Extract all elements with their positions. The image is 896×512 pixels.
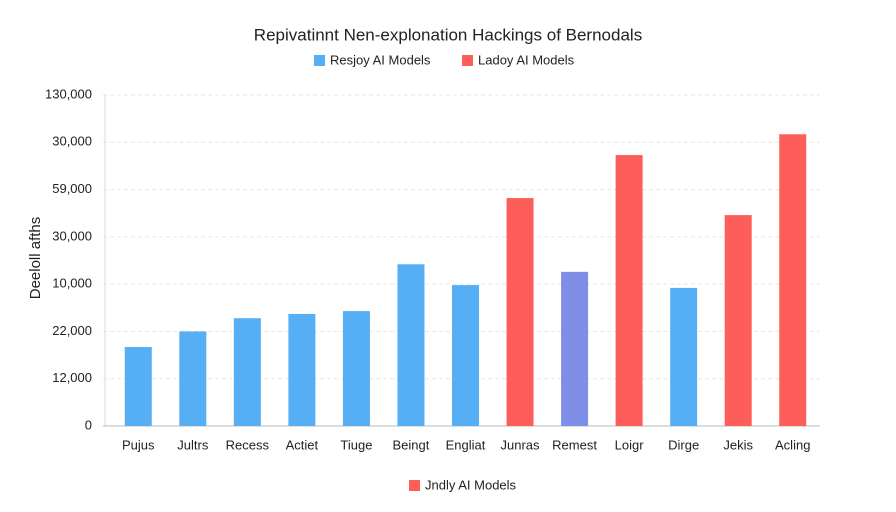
y-tick-label: 130,000 xyxy=(45,86,92,101)
x-tick-label: Jultrs xyxy=(177,437,209,452)
bar xyxy=(506,198,534,426)
x-tick-label: Acling xyxy=(775,437,810,452)
y-tick-label: 22,000 xyxy=(52,323,92,338)
x-tick-label: Beingt xyxy=(393,437,430,452)
y-tick-label: 0 xyxy=(85,417,92,432)
x-tick-label: Loigr xyxy=(615,437,645,452)
y-tick-label: 30,000 xyxy=(52,134,92,149)
legend-swatch xyxy=(314,55,325,66)
legend-swatch xyxy=(409,480,420,491)
y-tick-label: 30,000 xyxy=(52,228,92,243)
legend-label: Resjoy AI Models xyxy=(330,52,431,67)
legend-label: Jndly AI Models xyxy=(425,477,517,492)
x-tick-label: Dirge xyxy=(668,437,699,452)
bar xyxy=(615,155,643,426)
legend-label: Ladoy AI Models xyxy=(478,52,575,67)
y-tick-label: 10,000 xyxy=(52,276,92,291)
bar xyxy=(397,264,425,426)
bar xyxy=(179,331,207,426)
chart-title: Repivatinnt Nen-explonation Hackings of … xyxy=(254,25,642,44)
x-tick-label: Tiuge xyxy=(340,437,372,452)
x-tick-label: Junras xyxy=(501,437,541,452)
bar xyxy=(561,271,589,426)
y-axis-label: Deeloll afths xyxy=(27,217,44,300)
bar xyxy=(342,311,370,426)
x-tick-label: Recess xyxy=(226,437,270,452)
bar xyxy=(288,313,316,426)
x-tick-label: Actiet xyxy=(286,437,319,452)
bar xyxy=(124,347,152,426)
bar xyxy=(724,215,752,426)
y-tick-label: 12,000 xyxy=(52,370,92,385)
legend-swatch xyxy=(462,55,473,66)
bar xyxy=(452,285,479,426)
bar xyxy=(779,134,807,427)
x-tick-label: Pujus xyxy=(122,437,155,452)
x-tick-label: Engliat xyxy=(446,437,486,452)
x-tick-label: Jekis xyxy=(723,437,753,452)
bar xyxy=(670,287,698,426)
bar xyxy=(233,318,261,426)
x-tick-label: Remest xyxy=(552,437,597,452)
y-tick-label: 59,000 xyxy=(52,181,92,196)
